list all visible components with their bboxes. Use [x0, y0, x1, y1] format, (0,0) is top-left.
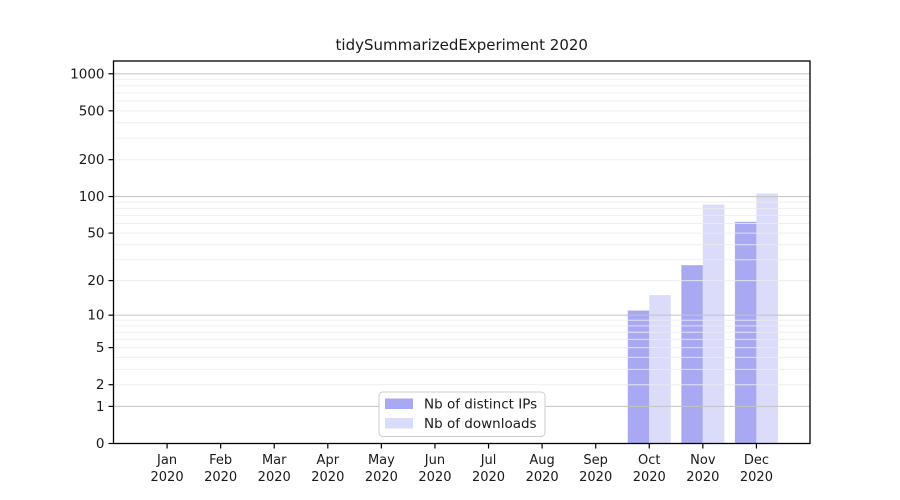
y-tick-label: 2 — [96, 377, 105, 393]
y-tick-label: 5 — [96, 340, 105, 356]
y-tick-label: 1 — [96, 399, 105, 415]
y-tick-label: 200 — [79, 152, 105, 168]
y-tick-label: 500 — [79, 103, 105, 119]
x-tick-label-year: 2020 — [526, 470, 559, 485]
x-tick-label-month: Aug — [529, 453, 554, 468]
x-tick-label-year: 2020 — [740, 470, 773, 485]
x-tick-label-month: Jul — [480, 453, 497, 468]
legend-label-ips: Nb of distinct IPs — [424, 397, 537, 413]
x-tick-label-year: 2020 — [258, 470, 291, 485]
x-tick-label-year: 2020 — [365, 470, 398, 485]
x-tick-label-month: Mar — [262, 453, 287, 468]
chart-title: tidySummarizedExperiment 2020 — [336, 36, 588, 54]
x-tick-label-month: Oct — [638, 453, 660, 468]
x-tick-label-year: 2020 — [633, 470, 666, 485]
plot-frame — [112, 60, 811, 445]
x-tick-label-year: 2020 — [204, 470, 237, 485]
legend-swatch-ips — [385, 398, 413, 409]
x-tick-label-year: 2020 — [418, 470, 451, 485]
y-tick-label: 20 — [87, 273, 104, 289]
y-tick-label: 0 — [96, 436, 105, 452]
x-tick-label-month: Jan — [156, 453, 177, 468]
bar-dec-downloads — [756, 193, 778, 444]
y-tick-label: 100 — [79, 189, 105, 205]
x-tick-label-year: 2020 — [686, 470, 719, 485]
x-tick-label-month: May — [368, 453, 395, 468]
x-tick-label-year: 2020 — [579, 470, 612, 485]
x-tick-label-year: 2020 — [311, 470, 344, 485]
x-tick-label-year: 2020 — [472, 470, 505, 485]
y-tick-label: 10 — [87, 308, 104, 324]
x-tick-label-month: Nov — [690, 453, 716, 468]
legend-box — [378, 391, 546, 437]
x-tick-label-month: Sep — [583, 453, 608, 468]
y-tick-label: 1000 — [70, 66, 104, 82]
legend-label-downloads: Nb of downloads — [424, 416, 537, 432]
x-tick-label-month: Dec — [744, 453, 769, 468]
bar-nov-ips — [681, 265, 703, 444]
x-tick-label-year: 2020 — [151, 470, 184, 485]
x-tick-label-month: Jun — [424, 453, 445, 468]
x-tick-label-month: Feb — [209, 453, 232, 468]
bar-oct-ips — [627, 310, 650, 444]
y-tick-label: 50 — [87, 226, 104, 242]
bar-nov-downloads — [702, 204, 725, 444]
legend-swatch-downloads — [385, 418, 413, 429]
x-tick-label-month: Apr — [317, 453, 340, 468]
